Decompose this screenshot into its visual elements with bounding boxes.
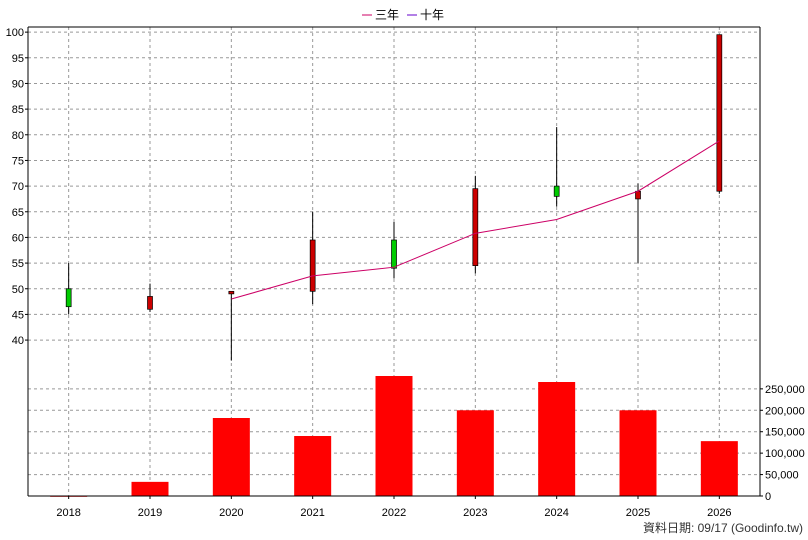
- volume-tick-label: 50,000: [765, 470, 799, 482]
- series-line: [231, 140, 720, 300]
- x-tick-label: 2023: [463, 507, 487, 519]
- x-tick-label: 2024: [544, 507, 568, 519]
- volume-bar: [212, 418, 250, 496]
- price-tick-label: 80: [12, 130, 24, 142]
- candle-body: [635, 190, 641, 200]
- moving-average-lines: [231, 140, 720, 300]
- candle-body: [553, 185, 560, 197]
- price-tick-label: 60: [12, 232, 24, 244]
- candle-body: [716, 34, 723, 192]
- candle-body: [147, 296, 153, 310]
- candle-body: [309, 239, 316, 292]
- candle-body: [472, 188, 479, 267]
- legend-label: 三年: [375, 8, 399, 22]
- price-tick-label: 95: [12, 53, 24, 65]
- volume-bar: [456, 410, 494, 496]
- price-tick-label: 90: [12, 78, 24, 90]
- x-tick-label: 2018: [56, 507, 80, 519]
- tick-labels: 40 45 50 55 60 65 70 75 80 85 90 95 100 0 50,000 100,00…: [6, 27, 805, 519]
- candle-body: [391, 239, 397, 269]
- volume-tick-label: 200,000: [765, 405, 805, 417]
- price-tick-label: 65: [12, 207, 24, 219]
- candle-body: [228, 290, 235, 295]
- footer-date: 資料日期: 09/17 (Goodinfo.tw): [643, 521, 803, 535]
- candlesticks: [65, 34, 723, 361]
- price-tick-label: 75: [12, 155, 24, 167]
- legend: 三年 十年: [362, 8, 444, 22]
- price-tick-label: 45: [12, 309, 24, 321]
- volume-tick-label: 0: [765, 491, 771, 503]
- volume-tick-label: 150,000: [765, 427, 805, 439]
- volume-tick-label: 100,000: [765, 448, 805, 460]
- x-tick-label: 2021: [300, 507, 324, 519]
- x-tick-label: 2020: [219, 507, 243, 519]
- price-tick-label: 85: [12, 104, 24, 116]
- x-tick-label: 2019: [138, 507, 162, 519]
- volume-bar: [294, 436, 332, 496]
- candle-body: [65, 288, 72, 308]
- x-tick-label: 2025: [626, 507, 650, 519]
- volume-bar: [619, 410, 657, 496]
- x-tick-label: 2022: [382, 507, 406, 519]
- volume-bar: [700, 441, 738, 496]
- price-tick-label: 50: [12, 284, 24, 296]
- price-tick-label: 70: [12, 181, 24, 193]
- volume-tick-label: 250,000: [765, 384, 805, 396]
- x-tick-label: 2026: [707, 507, 731, 519]
- volume-bar: [131, 481, 169, 496]
- price-tick-label: 100: [6, 27, 24, 39]
- legend-label: 十年: [420, 8, 444, 22]
- price-tick-label: 55: [12, 258, 24, 270]
- volume-bar: [375, 376, 413, 496]
- price-tick-label: 40: [12, 335, 24, 347]
- volume-bars: [50, 376, 738, 497]
- volume-bar: [538, 382, 576, 496]
